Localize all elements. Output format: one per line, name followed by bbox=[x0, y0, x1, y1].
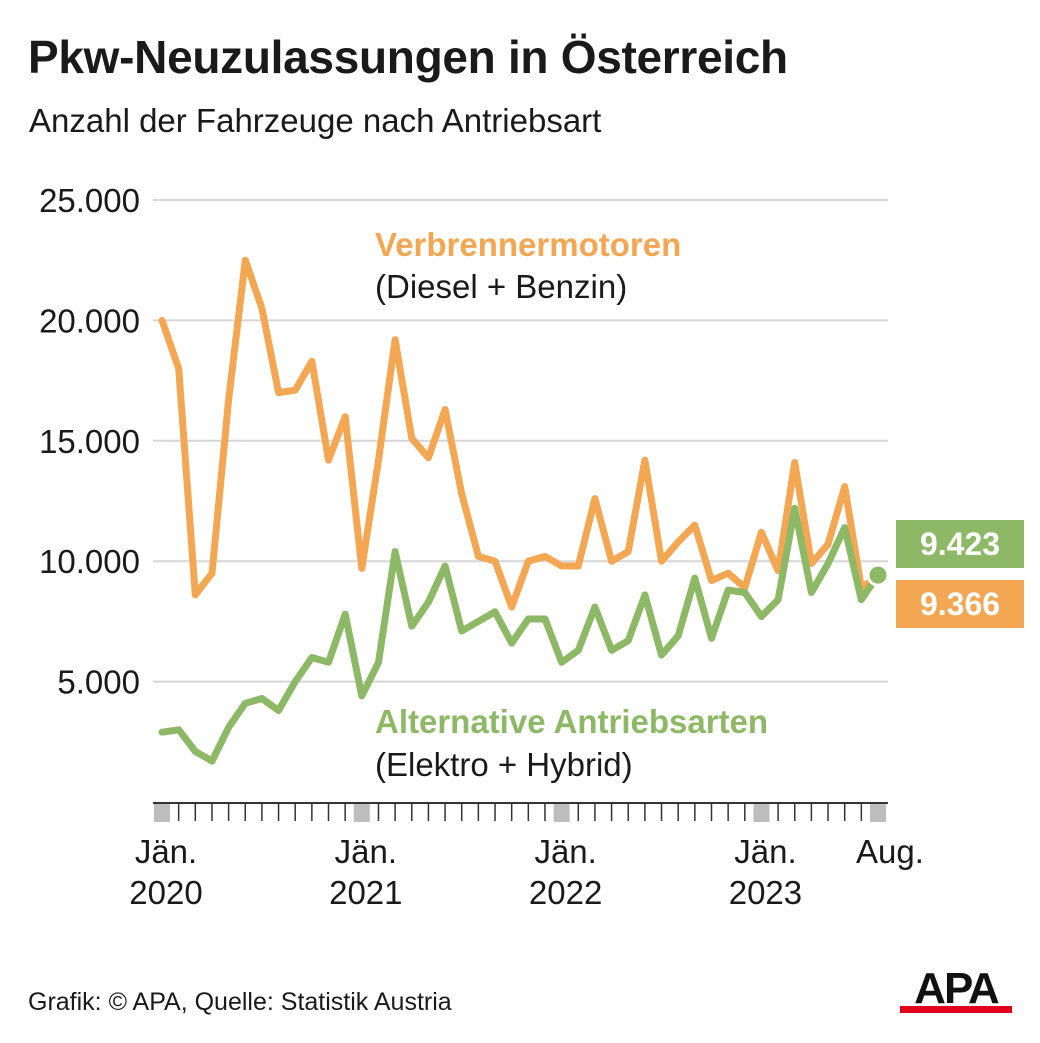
x-tick-marker bbox=[870, 804, 886, 822]
y-tick-label: 20.000 bbox=[39, 302, 140, 339]
x-tick-marker bbox=[553, 804, 570, 822]
end-point-marker bbox=[866, 563, 890, 587]
end-label-alternative: 9.423 bbox=[920, 526, 1000, 562]
y-tick-label: 5.000 bbox=[57, 664, 140, 701]
series-label-alternative: Alternative Antriebsarten bbox=[375, 703, 768, 740]
apa-logo-text: APA bbox=[914, 966, 999, 1013]
x-tick-label: Jän. bbox=[534, 833, 596, 870]
end-label-verbrenner: 9.366 bbox=[920, 586, 1000, 622]
series-label-verbrenner: Verbrennermotoren bbox=[375, 226, 681, 263]
x-tick-label-year: 2021 bbox=[329, 874, 402, 911]
y-tick-label: 25.000 bbox=[39, 182, 140, 219]
apa-logo: APA bbox=[900, 966, 1012, 1013]
x-tick-label: Aug. bbox=[856, 833, 924, 870]
end-label-box-verbrenner bbox=[896, 580, 1024, 628]
x-axis bbox=[153, 802, 888, 822]
x-tick-label-year: 2022 bbox=[529, 874, 602, 911]
x-tick-label-year: 2023 bbox=[729, 874, 802, 911]
end-value-labels: 9.423 9.366 bbox=[896, 520, 1024, 628]
y-tick-label: 15.000 bbox=[39, 423, 140, 460]
series-line-verbrenner bbox=[158, 256, 882, 611]
apa-logo-bar bbox=[900, 1006, 1012, 1013]
x-axis-tick-labels: Jän. 2020 Jän. 2021 Jän. 2022 Jän. 2023 Aug. bbox=[129, 833, 924, 911]
x-tick-label: Jän. bbox=[135, 833, 197, 870]
x-tick-label: Jän. bbox=[734, 833, 796, 870]
series-sublabel-verbrenner: (Diesel + Benzin) bbox=[375, 268, 627, 305]
x-tick-marker bbox=[753, 804, 770, 822]
y-tick-label: 10.000 bbox=[39, 543, 140, 580]
series-line-alternative bbox=[158, 504, 882, 765]
gridlines bbox=[153, 199, 888, 683]
source-note: Grafik: © APA, Quelle: Statistik Austria bbox=[28, 988, 452, 1016]
end-label-box-alternative bbox=[896, 520, 1024, 568]
chart-title: Pkw-Neuzulassungen in Österreich bbox=[28, 31, 788, 83]
x-tick-marker bbox=[353, 804, 370, 822]
series-sublabel-alternative: (Elektro + Hybrid) bbox=[375, 746, 633, 783]
y-axis-tick-labels: 5.000 10.000 15.000 20.000 25.000 bbox=[39, 182, 140, 701]
x-tick-label: Jän. bbox=[335, 833, 397, 870]
series-lines bbox=[158, 256, 890, 765]
x-tick-marker bbox=[154, 804, 170, 822]
x-tick-label-year: 2020 bbox=[129, 874, 202, 911]
series-labels: Verbrennermotoren (Diesel + Benzin) Alte… bbox=[375, 226, 768, 783]
chart-subtitle: Anzahl der Fahrzeuge nach Antriebsart bbox=[29, 102, 602, 139]
